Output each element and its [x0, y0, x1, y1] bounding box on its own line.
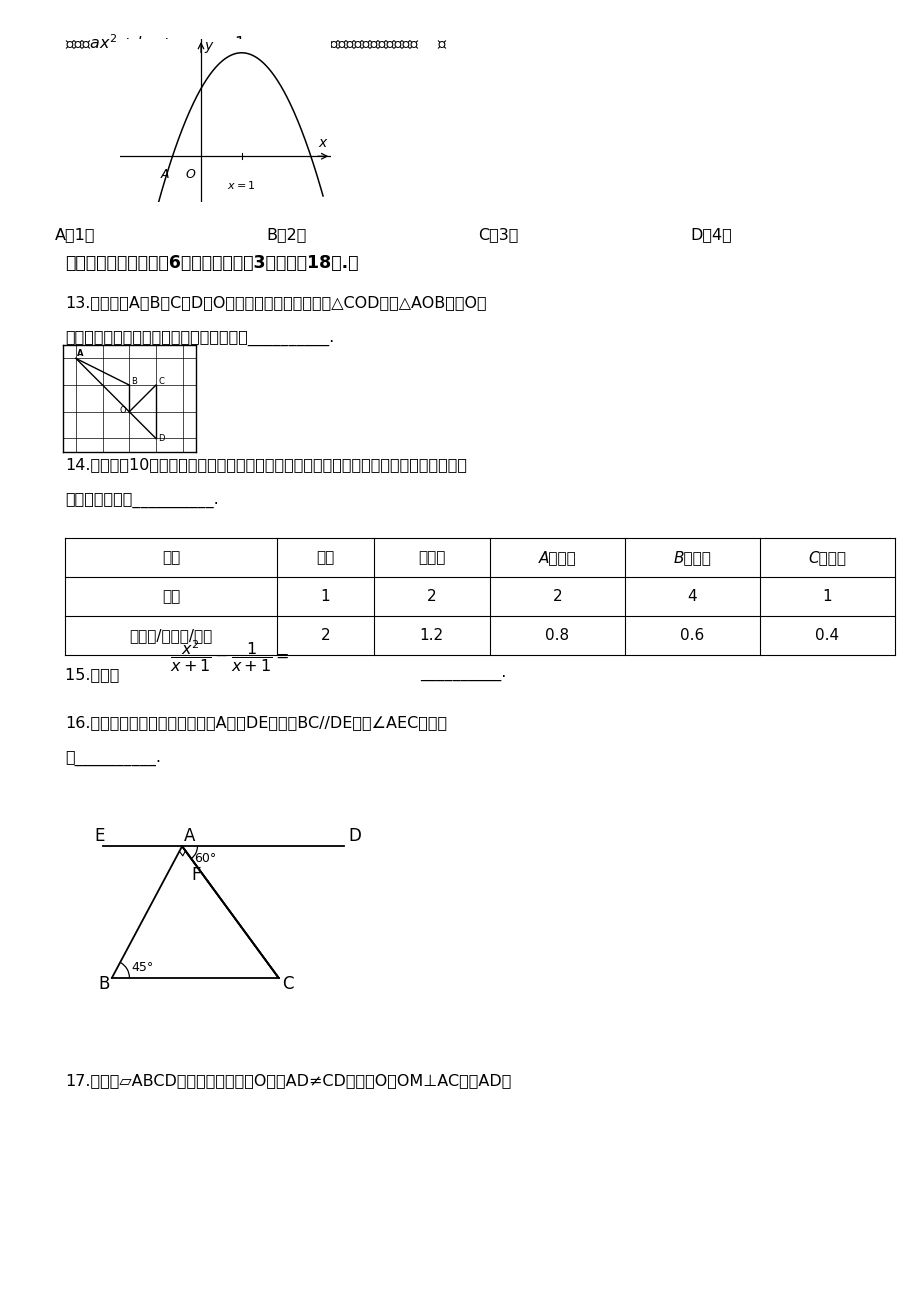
Text: 人数: 人数: [162, 589, 180, 604]
Text: 二、填空题（本大题共6个小题，每小题3分，满分18分.）: 二、填空题（本大题共6个小题，每小题3分，满分18分.）: [65, 254, 358, 272]
Text: 1.2: 1.2: [419, 628, 443, 643]
Text: 45°: 45°: [131, 961, 153, 974]
Text: A: A: [77, 349, 84, 358]
Text: $\dfrac{x^2}{x+1}-\dfrac{1}{x+1}=$: $\dfrac{x^2}{x+1}-\dfrac{1}{x+1}=$: [170, 638, 289, 674]
Text: 月工资/（万元/人）: 月工资/（万元/人）: [130, 628, 212, 643]
Text: A: A: [184, 827, 196, 845]
Text: $O$: $O$: [185, 168, 196, 181]
Text: B．2个: B．2个: [267, 227, 307, 242]
Text: 0.4: 0.4: [814, 628, 839, 643]
Text: 0.6: 0.6: [679, 628, 704, 643]
Text: 2: 2: [321, 628, 330, 643]
Text: 月工资的众数是__________.: 月工资的众数是__________.: [65, 492, 219, 508]
Text: 2: 2: [426, 589, 437, 604]
Text: 14.某公司有10名工作人员，他们的月工资情况如下表，根据表中信息，该公司工作人员的: 14.某公司有10名工作人员，他们的月工资情况如下表，根据表中信息，该公司工作人…: [65, 457, 467, 473]
Text: B: B: [98, 975, 110, 993]
Text: $x=1$: $x=1$: [227, 180, 255, 191]
Text: 为__________.: 为__________.: [65, 751, 161, 766]
Text: B类职员: B类职员: [673, 549, 710, 565]
Text: $x$: $x$: [318, 135, 329, 150]
Text: 顺时针方向旋转而得到的，则旋转的角度为__________.: 顺时针方向旋转而得到的，则旋转的角度为__________.: [65, 331, 334, 346]
Text: A类职员: A类职员: [538, 549, 575, 565]
Text: F: F: [191, 866, 200, 884]
Text: __________.: __________.: [420, 667, 505, 682]
Text: 职务: 职务: [162, 549, 180, 565]
Text: 0.8: 0.8: [545, 628, 569, 643]
Text: 13.如图，点A、B、C、D、O都在方格纸的格点上，若△COD是由△AOB绕点O按: 13.如图，点A、B、C、D、O都在方格纸的格点上，若△COD是由△AOB绕点O…: [65, 296, 486, 310]
Text: $A$: $A$: [160, 168, 170, 181]
Text: 4: 4: [686, 589, 697, 604]
Text: D．4个: D．4个: [689, 227, 731, 242]
Text: O: O: [119, 406, 127, 415]
Text: C．3个: C．3个: [478, 227, 518, 242]
Text: A．1个: A．1个: [55, 227, 96, 242]
Text: D: D: [158, 434, 165, 443]
Text: $y$: $y$: [204, 40, 215, 56]
Text: 1: 1: [321, 589, 330, 604]
Text: 1: 1: [822, 589, 832, 604]
Text: 60°: 60°: [194, 852, 216, 865]
Text: B: B: [131, 376, 137, 385]
Text: 副经理: 副经理: [417, 549, 445, 565]
Text: 2: 2: [551, 589, 562, 604]
Text: 17.如图，▱ABCD的对角线相交于点O，且AD≠CD，过点O作OM⊥AC，交AD于: 17.如图，▱ABCD的对角线相交于点O，且AD≠CD，过点O作OM⊥AC，交A…: [65, 1073, 511, 1088]
Text: C: C: [282, 975, 293, 993]
Text: 经理: 经理: [316, 549, 335, 565]
Text: 的方程$ax^2+bx+c=n-1$有两个不相等的实数根.其中结论正确的个数为（    ）: 的方程$ax^2+bx+c=n-1$有两个不相等的实数根.其中结论正确的个数为（…: [65, 33, 448, 52]
Text: D: D: [347, 827, 360, 845]
Text: C类职员: C类职员: [808, 549, 845, 565]
Text: E: E: [95, 827, 105, 845]
Text: 16.将一副三角板如图放置，使点A落在DE上，若BC//DE，则∠AEC的度数: 16.将一副三角板如图放置，使点A落在DE上，若BC//DE，则∠AEC的度数: [65, 715, 447, 730]
Text: 15.计算：: 15.计算：: [65, 667, 130, 682]
Text: C: C: [158, 376, 164, 385]
